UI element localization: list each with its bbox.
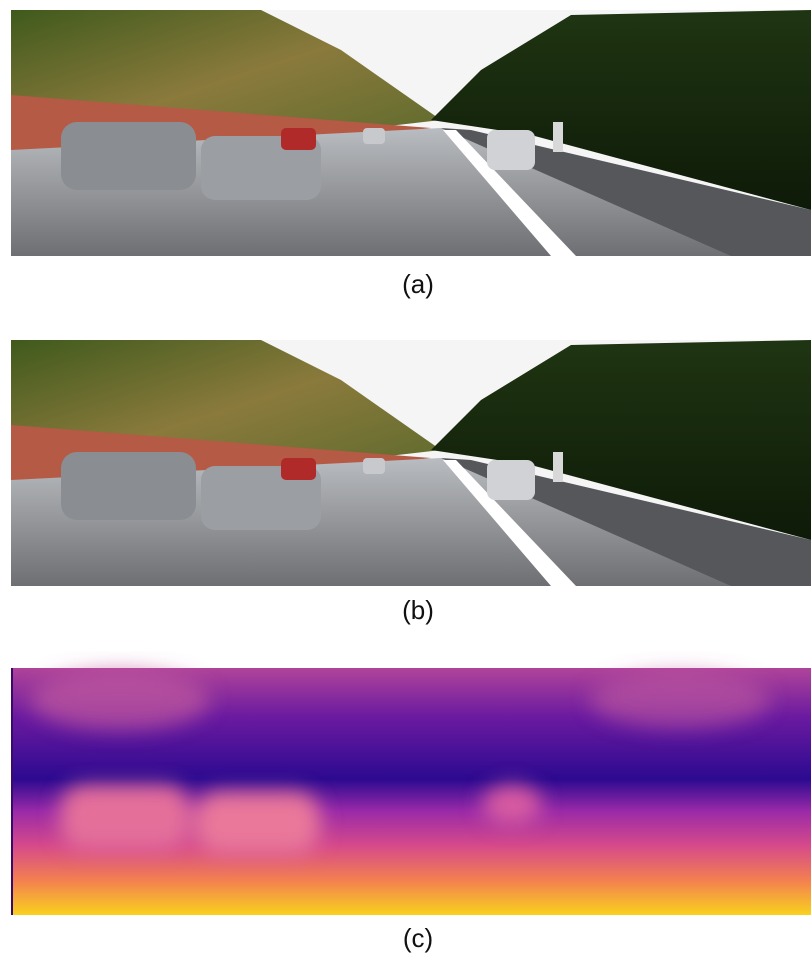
road-photo-a — [11, 10, 811, 256]
figure: (a) (b) (c) — [0, 0, 811, 956]
depth-map — [11, 668, 811, 915]
caption: (a) — [402, 269, 434, 299]
caption: (c) — [403, 923, 433, 953]
caption: (b) — [402, 595, 434, 625]
road-photo-b — [11, 340, 811, 586]
